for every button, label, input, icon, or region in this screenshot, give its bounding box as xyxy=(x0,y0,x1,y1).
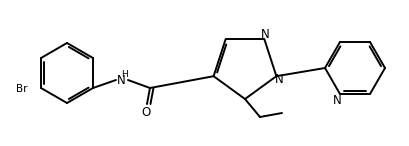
Text: N: N xyxy=(116,74,125,87)
Text: Br: Br xyxy=(16,84,27,94)
Text: H: H xyxy=(121,70,128,79)
Text: O: O xyxy=(141,106,150,119)
Text: N: N xyxy=(274,73,283,86)
Text: N: N xyxy=(261,28,269,41)
Text: N: N xyxy=(332,94,341,107)
